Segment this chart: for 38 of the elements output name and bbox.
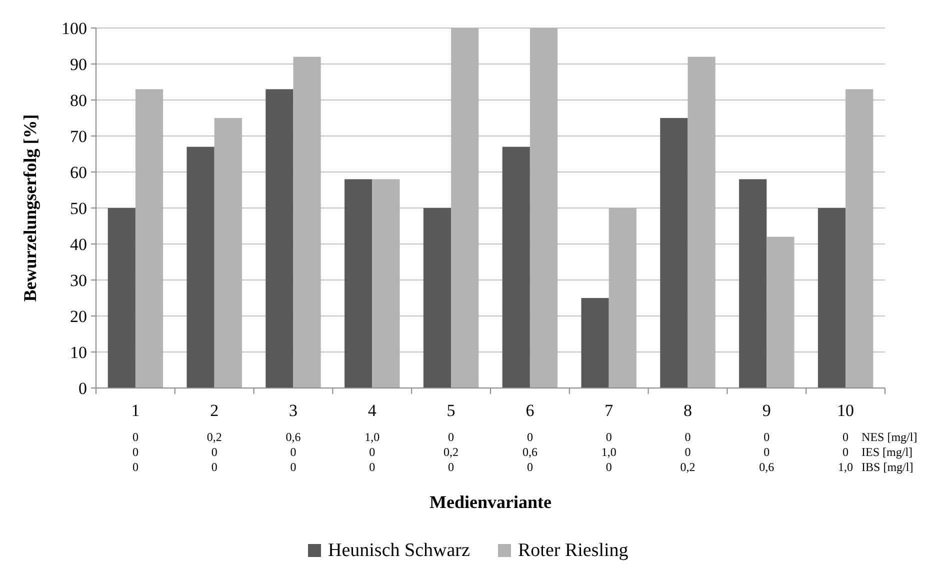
bar	[186, 146, 214, 388]
text: IBS [mg/l]	[862, 460, 914, 474]
bar	[660, 118, 688, 388]
y-axis-title: Bewurzelungserfolg [%]	[20, 114, 40, 302]
text: NES [mg/l]	[862, 430, 918, 444]
legend-label: Roter Riesling	[518, 540, 629, 561]
y-tick-label: 10	[70, 342, 87, 362]
y-tick-label: 100	[62, 18, 87, 38]
bar	[581, 298, 609, 388]
x-tick-label: 10 0 0 1,0	[837, 401, 854, 474]
y-tick-label: 80	[70, 90, 87, 110]
x-tick-label: 2 0,2 0 0	[206, 401, 222, 474]
y-tick-label: 40	[70, 234, 87, 254]
x-axis-title: Medienvariante	[430, 492, 552, 512]
x-tick-label: 3 0,6 0 0	[286, 401, 301, 474]
y-tick-label: 90	[70, 54, 87, 74]
text: IES [mg/l]	[862, 445, 913, 459]
x-tick-label: 9 0 0 0,6	[759, 401, 774, 474]
bar	[502, 146, 530, 388]
bar	[108, 208, 136, 388]
bar	[818, 208, 846, 388]
x-tick-label: 8 0 0 0,2	[680, 401, 696, 474]
bar	[739, 179, 767, 388]
y-tick-label: 60	[70, 162, 87, 182]
y-tick-label: 70	[70, 126, 87, 146]
x-tick-label: 4 1,0 0 0	[364, 401, 380, 474]
bar	[266, 89, 294, 388]
x-tick-label: 1 0 0 0	[131, 401, 140, 474]
y-tick-label: 30	[70, 270, 87, 290]
x-tick-label: 5 0 0,2 0	[444, 401, 459, 474]
y-tick-label: 20	[70, 306, 87, 326]
x-tick-label: 6 0 0,6 0	[522, 401, 538, 474]
y-tick-label: 50	[70, 198, 87, 218]
legend-label: Heunisch Schwarz	[328, 540, 470, 561]
bar	[344, 179, 372, 388]
y-tick-label: 0	[78, 378, 87, 398]
x-tick-label: 7 0 1,0 0	[601, 401, 616, 474]
bar	[423, 208, 452, 388]
